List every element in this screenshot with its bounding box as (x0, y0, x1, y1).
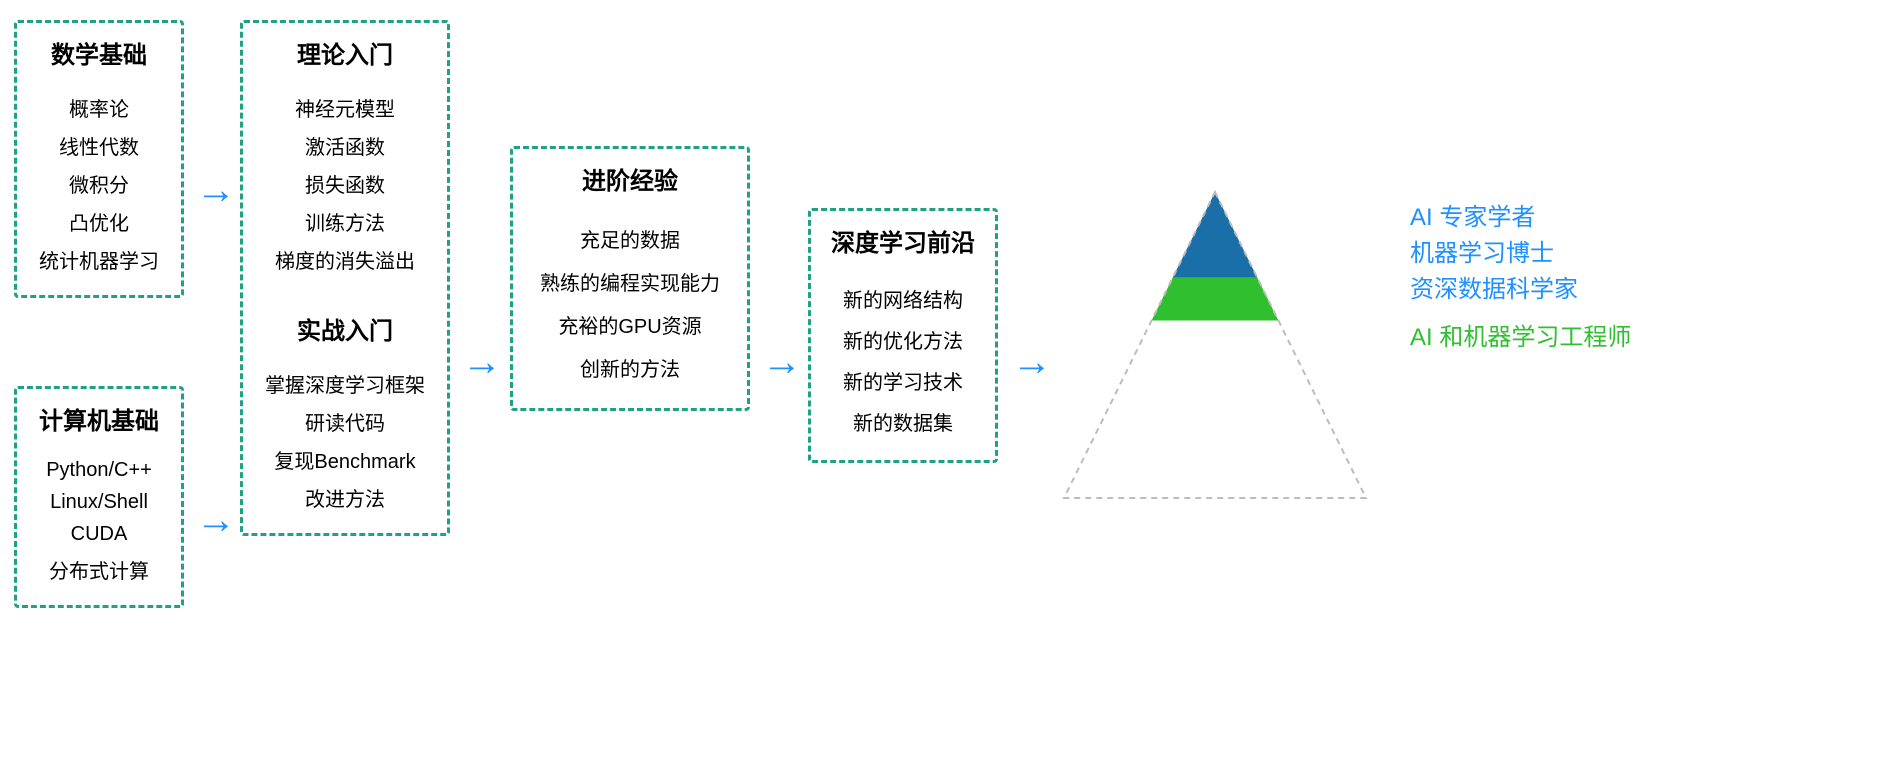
box-title-b: 实战入门 (297, 311, 393, 346)
box-item: 复现Benchmark (265, 445, 425, 474)
stage3-box-advanced: 进阶经验 充足的数据熟练的编程实现能力充裕的GPU资源创新的方法 (510, 146, 750, 411)
box-item: 梯度的消失溢出 (275, 245, 415, 274)
box-item: 充足的数据 (540, 224, 720, 253)
item-list: 概率论线性代数微积分凸优化统计机器学习 (39, 84, 159, 283)
box-item: 微积分 (39, 169, 159, 198)
arrow-right-icon: → (462, 342, 502, 382)
pyramid-label-expert: 资深数据科学家 (1410, 272, 1631, 308)
box-item: 概率论 (39, 93, 159, 122)
box: 理论入门 神经元模型激活函数损失函数训练方法梯度的消失溢出 实战入门 掌握深度学… (240, 20, 450, 536)
box-item: Python/C++ (46, 459, 152, 482)
box-item: 创新的方法 (540, 353, 720, 382)
arrow-right-icon: → (1012, 342, 1052, 382)
box-item: 激活函数 (275, 131, 415, 160)
stage1-box-cs: 计算机基础 Python/C++ Linux/Shell CUDA 分布式计算 (14, 386, 184, 608)
box: 进阶经验 充足的数据熟练的编程实现能力充裕的GPU资源创新的方法 (510, 146, 750, 411)
item-list: Python/C++ Linux/Shell CUDA 分布式计算 (46, 450, 152, 593)
box-title: 计算机基础 (39, 401, 159, 436)
box-item: 新的学习技术 (843, 366, 963, 395)
box: 计算机基础 Python/C++ Linux/Shell CUDA 分布式计算 (14, 386, 184, 608)
box-item: 改进方法 (265, 483, 425, 512)
box-item: Linux/Shell (46, 491, 152, 514)
box-item: 新的网络结构 (843, 284, 963, 313)
arrow-right-icon: → (196, 170, 236, 210)
pyramid-labels: AI 专家学者机器学习博士资深数据科学家 AI 和机器学习工程师 (1410, 200, 1631, 356)
pyramid-label-engineer: AI 和机器学习工程师 (1410, 320, 1631, 356)
item-list-b: 掌握深度学习框架研读代码复现Benchmark 改进方法 (265, 360, 425, 521)
box-item: CUDA (46, 523, 152, 546)
pyramid-chart (1060, 190, 1370, 505)
pyramid-label-expert: 机器学习博士 (1410, 236, 1631, 272)
box-title: 数学基础 (51, 35, 147, 70)
stage1-box-math: 数学基础 概率论线性代数微积分凸优化统计机器学习 (14, 20, 184, 298)
box-item: 线性代数 (39, 131, 159, 160)
stage2-box-intro: 理论入门 神经元模型激活函数损失函数训练方法梯度的消失溢出 实战入门 掌握深度学… (240, 20, 450, 536)
box-item: 统计机器学习 (39, 245, 159, 274)
box-item: 新的优化方法 (843, 325, 963, 354)
item-list: 充足的数据熟练的编程实现能力充裕的GPU资源创新的方法 (540, 210, 720, 396)
box-title-a: 理论入门 (297, 35, 393, 70)
box: 数学基础 概率论线性代数微积分凸优化统计机器学习 (14, 20, 184, 298)
item-list: 新的网络结构新的优化方法新的学习技术新的数据集 (843, 272, 963, 448)
arrow-right-icon: → (196, 500, 236, 540)
box-item: 熟练的编程实现能力 (540, 267, 720, 296)
box-item: 训练方法 (275, 207, 415, 236)
box-title: 深度学习前沿 (831, 223, 975, 258)
box-item: 分布式计算 (46, 555, 152, 584)
pyramid-svg (1060, 190, 1370, 500)
box-item: 凸优化 (39, 207, 159, 236)
item-list-a: 神经元模型激活函数损失函数训练方法梯度的消失溢出 (275, 84, 415, 283)
box-item: 研读代码 (265, 407, 425, 436)
box-item: 神经元模型 (275, 93, 415, 122)
stage4-box-frontier: 深度学习前沿 新的网络结构新的优化方法新的学习技术新的数据集 (808, 208, 998, 463)
arrow-right-icon: → (762, 342, 802, 382)
box-item: 掌握深度学习框架 (265, 369, 425, 398)
box-item: 损失函数 (275, 169, 415, 198)
box: 深度学习前沿 新的网络结构新的优化方法新的学习技术新的数据集 (808, 208, 998, 463)
box-item: 充裕的GPU资源 (540, 310, 720, 339)
box-title: 进阶经验 (582, 161, 678, 196)
pyramid-label-expert: AI 专家学者 (1410, 200, 1631, 236)
box-item: 新的数据集 (843, 407, 963, 436)
